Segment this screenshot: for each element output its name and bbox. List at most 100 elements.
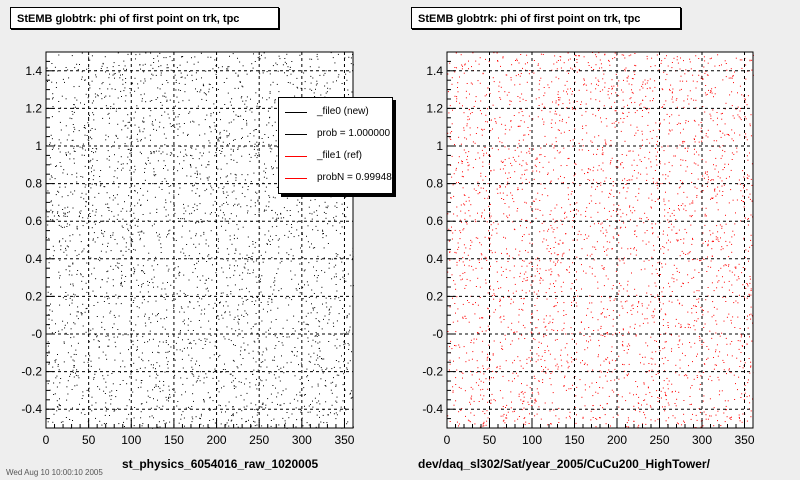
data-point	[218, 140, 220, 142]
data-point	[513, 277, 515, 279]
data-point	[291, 224, 292, 225]
data-point	[266, 177, 268, 179]
data-point	[740, 190, 742, 192]
data-point	[458, 246, 460, 248]
data-point	[253, 340, 255, 342]
data-point	[645, 393, 647, 395]
data-point	[181, 76, 183, 78]
data-point	[644, 399, 646, 401]
data-point	[190, 147, 192, 149]
data-point	[589, 295, 591, 297]
data-point	[497, 223, 499, 225]
data-point	[171, 153, 173, 155]
data-point	[326, 82, 328, 84]
data-point	[81, 288, 83, 290]
data-point	[313, 293, 315, 294]
data-point	[584, 328, 585, 330]
data-point	[282, 417, 284, 419]
data-point	[187, 347, 188, 349]
data-point	[92, 148, 94, 149]
data-point	[523, 418, 525, 419]
data-point	[611, 93, 612, 95]
data-point	[328, 267, 330, 269]
data-point	[128, 399, 130, 401]
data-point	[104, 393, 106, 394]
data-point	[91, 55, 93, 57]
data-point	[62, 238, 64, 240]
data-point	[108, 303, 110, 304]
data-point	[734, 274, 736, 276]
data-point	[260, 406, 262, 408]
data-point	[520, 151, 522, 153]
data-point	[163, 168, 164, 169]
data-point	[671, 334, 672, 336]
data-point	[103, 378, 105, 380]
data-point	[199, 152, 201, 154]
data-point	[283, 217, 285, 219]
data-point	[605, 316, 607, 318]
data-point	[298, 364, 299, 366]
data-point	[209, 410, 211, 411]
data-point	[735, 383, 736, 385]
data-point	[325, 206, 327, 208]
data-point	[106, 67, 108, 69]
data-point	[706, 346, 708, 347]
data-point	[75, 354, 77, 355]
data-point	[657, 372, 659, 374]
data-point	[124, 100, 126, 102]
data-point	[296, 394, 298, 396]
data-point	[133, 300, 135, 301]
data-point	[721, 118, 723, 120]
data-point	[742, 201, 744, 202]
data-point	[94, 223, 96, 225]
data-point	[85, 308, 87, 310]
data-point	[325, 302, 327, 304]
data-point	[722, 296, 724, 298]
data-point	[85, 93, 87, 95]
data-point	[163, 127, 165, 129]
data-point	[334, 298, 336, 300]
data-point	[275, 62, 277, 64]
data-point	[694, 269, 696, 271]
data-point	[487, 108, 488, 110]
data-point	[730, 319, 732, 321]
data-point	[664, 406, 666, 408]
data-point	[516, 372, 517, 374]
data-point	[94, 196, 96, 198]
data-point	[470, 239, 472, 241]
data-point	[468, 151, 470, 153]
data-point	[334, 345, 336, 347]
data-point	[169, 123, 171, 125]
data-point	[622, 344, 623, 346]
data-point	[468, 108, 470, 110]
data-point	[462, 303, 464, 305]
data-point	[335, 284, 337, 285]
data-point	[155, 384, 157, 386]
data-point	[469, 93, 470, 95]
data-point	[728, 134, 729, 135]
data-point	[160, 74, 162, 76]
data-point	[294, 95, 296, 97]
data-point	[532, 170, 534, 172]
data-point	[744, 268, 746, 270]
data-point	[742, 367, 744, 369]
data-point	[451, 226, 452, 228]
data-point	[272, 135, 274, 137]
data-point	[108, 207, 110, 209]
data-point	[325, 92, 327, 94]
data-point	[623, 54, 625, 56]
data-point	[86, 291, 88, 293]
data-point	[214, 212, 216, 214]
data-point	[276, 337, 278, 339]
data-point	[335, 400, 337, 402]
data-point	[191, 366, 193, 368]
data-point	[137, 83, 139, 85]
data-point	[524, 424, 526, 426]
data-point	[99, 181, 101, 183]
data-point	[605, 275, 607, 277]
data-point	[300, 247, 301, 249]
data-point	[481, 215, 483, 217]
data-point	[622, 345, 624, 347]
data-point	[732, 292, 734, 293]
data-point	[721, 332, 723, 334]
